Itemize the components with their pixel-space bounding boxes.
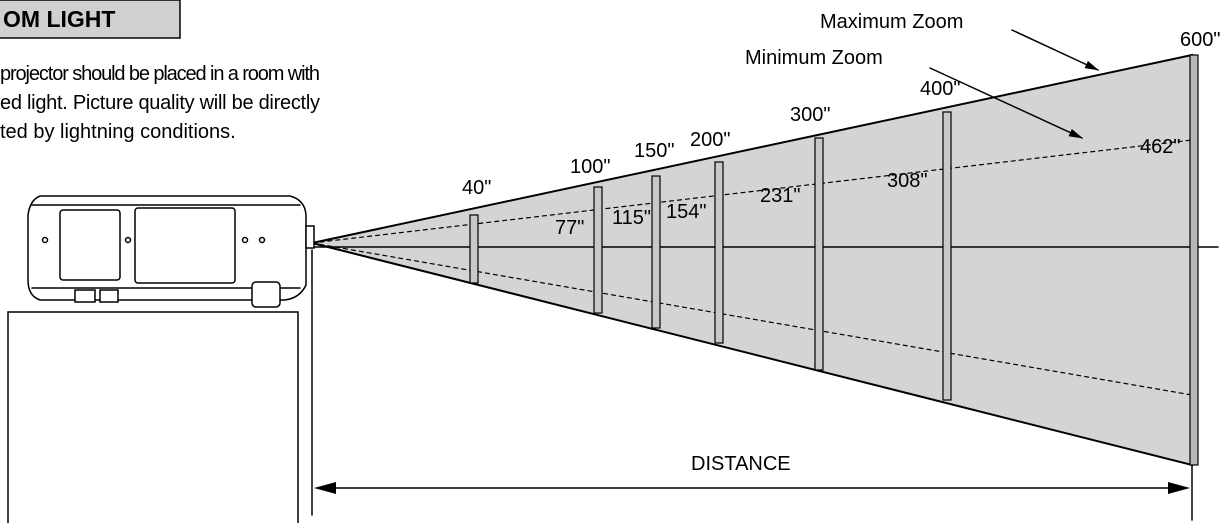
min-zoom-label: Minimum Zoom (745, 47, 883, 69)
size-label: 100" (570, 156, 610, 178)
size-label: 462" (1140, 136, 1180, 158)
screen-bar (714, 161, 724, 344)
panel (134, 207, 236, 284)
screen-bar (651, 175, 661, 329)
screen-bar (942, 111, 952, 401)
distance-label: DISTANCE (691, 453, 791, 475)
size-label: 231" (760, 185, 800, 207)
screen-bars (469, 111, 952, 401)
size-label: 77" (555, 217, 584, 239)
screw (41, 236, 49, 244)
header-title: OM LIGHT (3, 6, 115, 32)
size-label: 200" (690, 129, 730, 151)
header-box (0, 0, 181, 39)
panel (59, 209, 121, 281)
screen-bar (469, 214, 479, 284)
paragraph-line: ted by lightning conditions. (0, 121, 236, 143)
size-label: 40" (462, 177, 491, 199)
paragraph-line: projector should be placed in a room wit… (0, 63, 320, 85)
screw (241, 236, 249, 244)
screw (258, 236, 266, 244)
projector (7, 195, 315, 528)
size-label: 154" (666, 201, 706, 223)
foot (99, 289, 119, 303)
size-label: 300" (790, 104, 830, 126)
max-zoom-arrow (1011, 29, 1099, 71)
min-zoom-line (311, 139, 1193, 244)
foot (74, 289, 96, 303)
lens (305, 225, 315, 249)
foot (251, 281, 281, 308)
screen-bar (593, 186, 603, 314)
size-label: 115" (612, 207, 651, 229)
min-zoom-line (311, 242, 1193, 396)
table (7, 311, 299, 528)
min-zoom-arrow (929, 67, 1083, 139)
size-label: 400" (920, 78, 960, 100)
projection-cone (311, 53, 1193, 467)
paragraph-line: ed light. Picture quality will be direct… (0, 92, 320, 114)
screen-bar (814, 137, 824, 371)
screw (124, 236, 132, 244)
size-label: 150" (634, 140, 674, 162)
max-zoom-label: Maximum Zoom (820, 11, 963, 33)
size-label: 600" (1180, 29, 1220, 51)
size-label: 308" (887, 170, 927, 192)
screen (1189, 54, 1199, 466)
